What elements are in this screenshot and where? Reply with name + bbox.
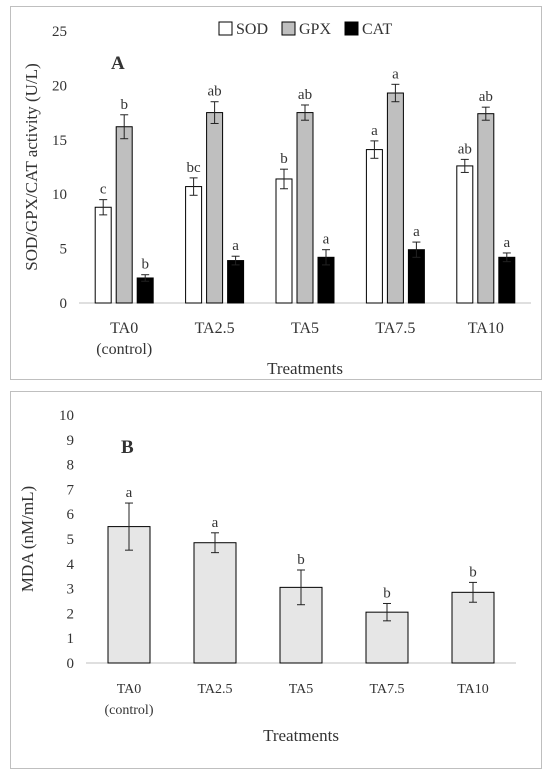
panel-label: B (121, 437, 134, 458)
y-tick-label: 20 (52, 78, 67, 94)
y-tick-label: 5 (67, 532, 75, 548)
significance-label: ab (479, 89, 493, 105)
x-tick-label: TA0 (110, 320, 138, 337)
x-tick-label: TA5 (289, 682, 314, 697)
bar (477, 113, 495, 304)
y-tick-label: 9 (67, 433, 75, 449)
legend-swatch (344, 21, 359, 36)
x-tick-label: TA2.5 (197, 682, 232, 697)
significance-label: a (392, 66, 399, 82)
y-tick-label: 8 (67, 458, 75, 474)
y-tick-label: 7 (67, 482, 75, 498)
significance-label: b (469, 564, 477, 580)
chart-panel-b: 0 1 2 3 4 5 6 7 8 9 10 MDA (nM/mL) a TA0 (control) a TA2… (10, 391, 542, 769)
bar (365, 149, 383, 304)
legend-swatch (281, 21, 296, 36)
significance-label: ab (458, 141, 472, 157)
y-tick-label: 6 (67, 507, 75, 523)
y-tick-label: 15 (52, 133, 67, 149)
significance-label: ab (298, 87, 312, 103)
significance-label: bc (187, 160, 202, 176)
x-tick-label: TA2.5 (195, 320, 235, 337)
significance-label: a (126, 485, 133, 501)
significance-label: a (503, 235, 510, 251)
bar (386, 92, 404, 304)
y-axis-label: SOD/GPX/CAT activity (U/L) (22, 63, 41, 270)
legend-swatch (218, 21, 233, 36)
significance-label: b (383, 585, 391, 601)
y-tick-label: 5 (60, 242, 68, 258)
bar (451, 591, 495, 664)
y-tick-label: 0 (67, 656, 75, 672)
y-tick-label: 2 (67, 606, 75, 622)
bar (296, 112, 314, 304)
x-tick-label: TA10 (468, 320, 504, 337)
bar (94, 206, 112, 304)
x-tick-label: TA7.5 (375, 320, 415, 337)
y-tick-label: 1 (67, 631, 75, 647)
significance-label: b (120, 97, 128, 113)
bar (275, 178, 293, 304)
y-tick-label: 10 (59, 408, 74, 424)
significance-label: a (212, 515, 219, 531)
bar (206, 112, 224, 304)
x-tick-label: (control) (96, 341, 152, 358)
bar (185, 186, 203, 304)
y-axis-label: MDA (nM/mL) (18, 486, 37, 592)
bar (115, 126, 133, 304)
x-tick-label: TA0 (117, 682, 142, 697)
y-tick-label: 0 (60, 296, 68, 312)
chart-a-svg: 0 5 10 15 20 25 SOD/GPX/CAT activity (U/L) c b b T… (22, 21, 531, 378)
bar (227, 260, 245, 304)
x-tick-label: TA7.5 (369, 682, 404, 697)
x-axis-label: Treatments (263, 726, 339, 745)
significance-label: b (280, 151, 288, 167)
legend-label: CAT (362, 21, 392, 38)
y-tick-label: 25 (52, 24, 67, 40)
x-axis-label: Treatments (267, 359, 343, 378)
chart-b-svg: 0 1 2 3 4 5 6 7 8 9 10 MDA (nM/mL) a TA0 (control) a TA2… (18, 408, 516, 745)
significance-label: a (413, 224, 420, 240)
significance-label: b (141, 257, 149, 273)
x-tick-label: TA5 (291, 320, 319, 337)
significance-label: c (100, 182, 107, 198)
bar (456, 165, 474, 304)
legend-label: SOD (236, 21, 268, 38)
significance-label: a (232, 238, 239, 254)
panel-label: A (111, 53, 125, 74)
x-tick-label: (control) (105, 703, 154, 718)
y-tick-label: 3 (67, 582, 75, 598)
significance-label: a (323, 232, 330, 248)
bar (193, 542, 237, 664)
y-tick-label: 10 (52, 187, 67, 203)
legend-label: GPX (299, 21, 331, 38)
significance-label: a (371, 123, 378, 139)
significance-label: b (297, 552, 305, 568)
significance-label: ab (208, 84, 222, 100)
x-tick-label: TA10 (457, 682, 489, 697)
bar (498, 256, 516, 304)
y-tick-label: 4 (67, 557, 75, 573)
chart-panel-a: 0 5 10 15 20 25 SOD/GPX/CAT activity (U/L) c b b T… (10, 6, 542, 380)
